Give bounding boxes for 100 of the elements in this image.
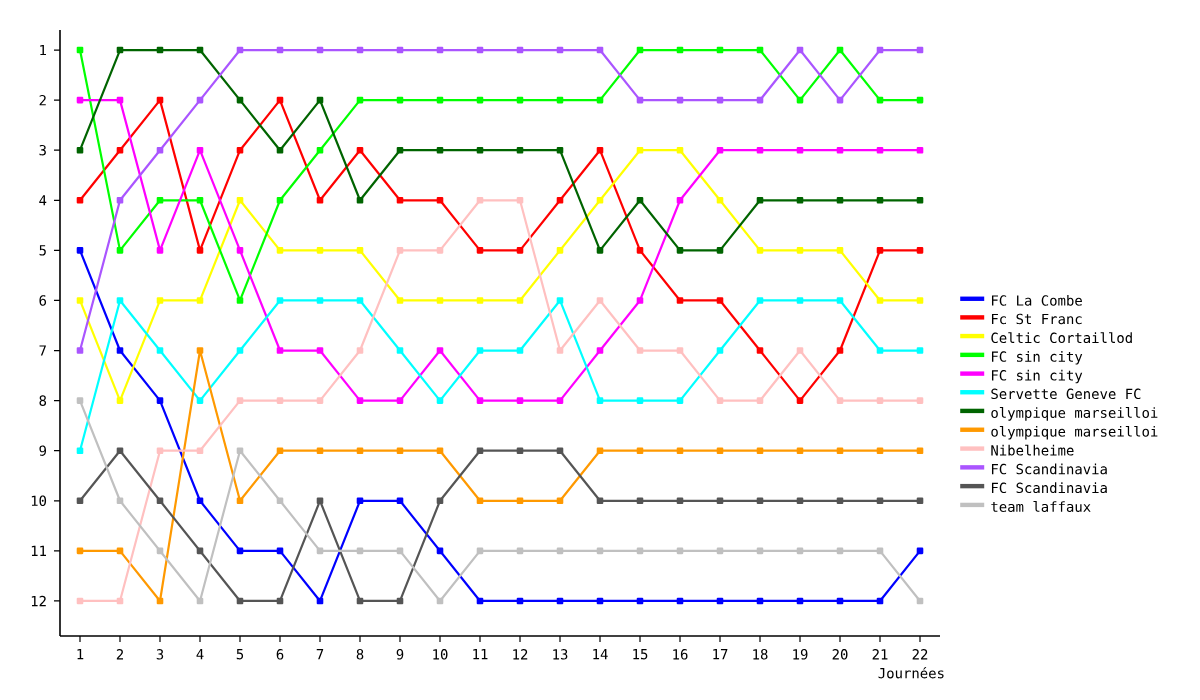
point bbox=[516, 547, 524, 555]
point bbox=[476, 96, 484, 104]
point bbox=[676, 96, 684, 104]
point bbox=[316, 96, 324, 104]
point bbox=[196, 447, 204, 454]
point bbox=[636, 46, 644, 54]
point bbox=[276, 247, 284, 254]
point bbox=[356, 146, 364, 154]
point bbox=[316, 547, 324, 555]
point bbox=[796, 46, 804, 54]
point bbox=[436, 247, 444, 254]
point bbox=[156, 146, 164, 154]
point bbox=[636, 497, 644, 505]
point bbox=[396, 347, 404, 354]
point bbox=[516, 447, 524, 454]
point bbox=[476, 46, 484, 54]
point bbox=[476, 497, 484, 505]
point bbox=[396, 46, 404, 54]
point bbox=[476, 447, 484, 454]
point bbox=[516, 247, 524, 254]
point bbox=[476, 547, 484, 555]
point bbox=[196, 347, 204, 354]
point bbox=[356, 447, 364, 454]
point bbox=[596, 397, 604, 404]
point bbox=[356, 347, 364, 354]
point bbox=[556, 597, 564, 605]
point bbox=[916, 46, 924, 54]
point bbox=[916, 196, 924, 204]
point bbox=[596, 146, 604, 154]
point bbox=[276, 547, 284, 555]
point bbox=[556, 247, 564, 254]
point bbox=[76, 146, 84, 154]
point bbox=[396, 247, 404, 254]
point bbox=[876, 46, 884, 54]
point bbox=[836, 146, 844, 154]
point bbox=[676, 547, 684, 555]
point bbox=[716, 347, 724, 354]
point bbox=[756, 196, 764, 204]
point bbox=[436, 146, 444, 154]
point bbox=[236, 497, 244, 505]
point bbox=[556, 347, 564, 354]
point bbox=[756, 497, 764, 505]
point bbox=[836, 247, 844, 254]
point bbox=[756, 347, 764, 354]
point bbox=[476, 397, 484, 404]
point bbox=[516, 397, 524, 404]
point bbox=[716, 447, 724, 454]
point bbox=[556, 447, 564, 454]
point bbox=[516, 196, 524, 204]
point bbox=[796, 547, 804, 555]
point bbox=[636, 347, 644, 354]
point bbox=[76, 397, 84, 404]
point bbox=[516, 347, 524, 354]
point bbox=[596, 447, 604, 454]
point bbox=[236, 146, 244, 154]
point bbox=[316, 247, 324, 254]
point bbox=[436, 497, 444, 505]
point bbox=[836, 46, 844, 54]
point bbox=[516, 497, 524, 505]
point bbox=[196, 196, 204, 204]
point bbox=[156, 397, 164, 404]
point bbox=[516, 297, 524, 304]
point bbox=[796, 297, 804, 304]
point bbox=[356, 597, 364, 605]
point bbox=[916, 447, 924, 454]
point bbox=[276, 597, 284, 605]
point bbox=[436, 96, 444, 104]
point bbox=[116, 547, 124, 555]
point bbox=[156, 497, 164, 505]
point bbox=[76, 196, 84, 204]
point bbox=[916, 146, 924, 154]
point bbox=[476, 247, 484, 254]
point bbox=[716, 196, 724, 204]
point bbox=[156, 96, 164, 104]
point bbox=[276, 347, 284, 354]
point bbox=[876, 96, 884, 104]
point bbox=[116, 146, 124, 154]
point bbox=[316, 347, 324, 354]
point bbox=[436, 597, 444, 605]
point bbox=[836, 597, 844, 605]
point bbox=[596, 597, 604, 605]
point bbox=[116, 96, 124, 104]
point bbox=[716, 96, 724, 104]
point bbox=[316, 497, 324, 505]
point bbox=[316, 447, 324, 454]
point bbox=[596, 196, 604, 204]
point bbox=[876, 597, 884, 605]
point bbox=[316, 597, 324, 605]
point bbox=[596, 297, 604, 304]
point bbox=[356, 46, 364, 54]
point bbox=[676, 347, 684, 354]
point bbox=[236, 347, 244, 354]
point bbox=[716, 547, 724, 555]
point bbox=[236, 397, 244, 404]
point bbox=[396, 297, 404, 304]
point bbox=[356, 397, 364, 404]
point bbox=[396, 447, 404, 454]
point bbox=[676, 146, 684, 154]
point bbox=[876, 547, 884, 555]
point bbox=[596, 547, 604, 555]
